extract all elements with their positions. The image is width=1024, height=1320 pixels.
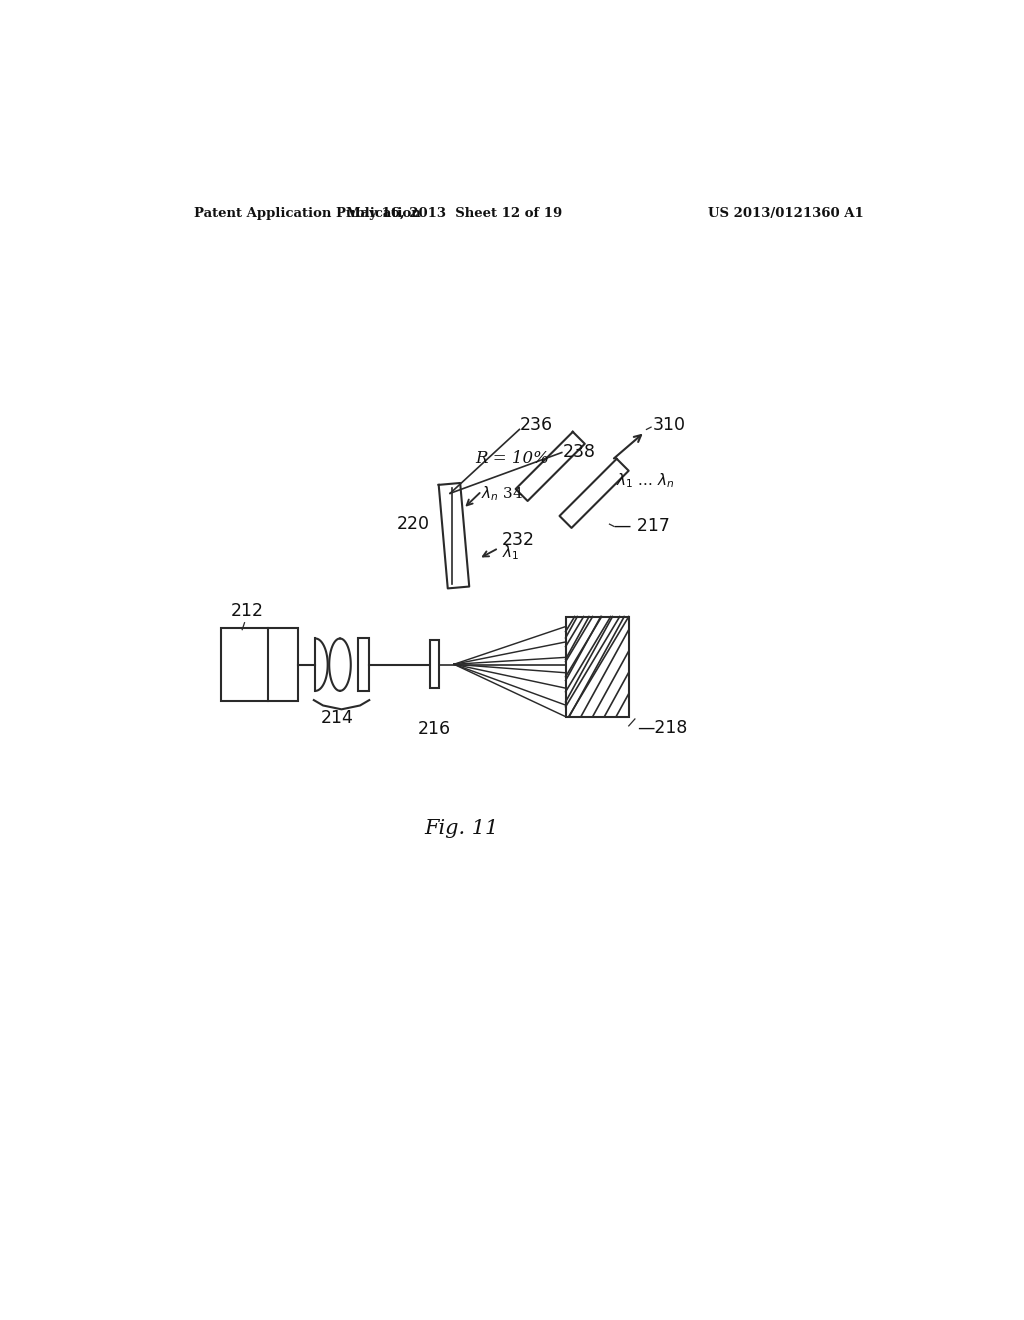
Text: 212: 212	[230, 602, 263, 620]
Text: $\lambda_n$ 34: $\lambda_n$ 34	[481, 484, 523, 503]
Bar	[221, 628, 298, 701]
Text: $\lambda_1$: $\lambda_1$	[502, 544, 519, 562]
Text: $\lambda_1$ ... $\lambda_n$: $\lambda_1$ ... $\lambda_n$	[615, 471, 674, 490]
Text: 214: 214	[321, 709, 353, 727]
Text: US 2013/0121360 A1: US 2013/0121360 A1	[708, 207, 864, 220]
Text: 310: 310	[652, 416, 686, 434]
Text: Patent Application Publication: Patent Application Publication	[194, 207, 421, 220]
Text: — 217: — 217	[614, 517, 670, 536]
Text: Fig. 11: Fig. 11	[425, 818, 499, 838]
Text: —218: —218	[637, 719, 687, 737]
Bar	[430, 640, 439, 688]
Bar	[565, 616, 629, 717]
Text: 236: 236	[520, 416, 553, 434]
Text: 220: 220	[396, 515, 429, 533]
Text: 238: 238	[563, 444, 596, 461]
Bar	[358, 639, 370, 690]
Text: 216: 216	[418, 721, 452, 738]
Text: 232: 232	[502, 532, 535, 549]
Text: R = 10%: R = 10%	[475, 450, 550, 467]
Text: May 16, 2013  Sheet 12 of 19: May 16, 2013 Sheet 12 of 19	[346, 207, 562, 220]
